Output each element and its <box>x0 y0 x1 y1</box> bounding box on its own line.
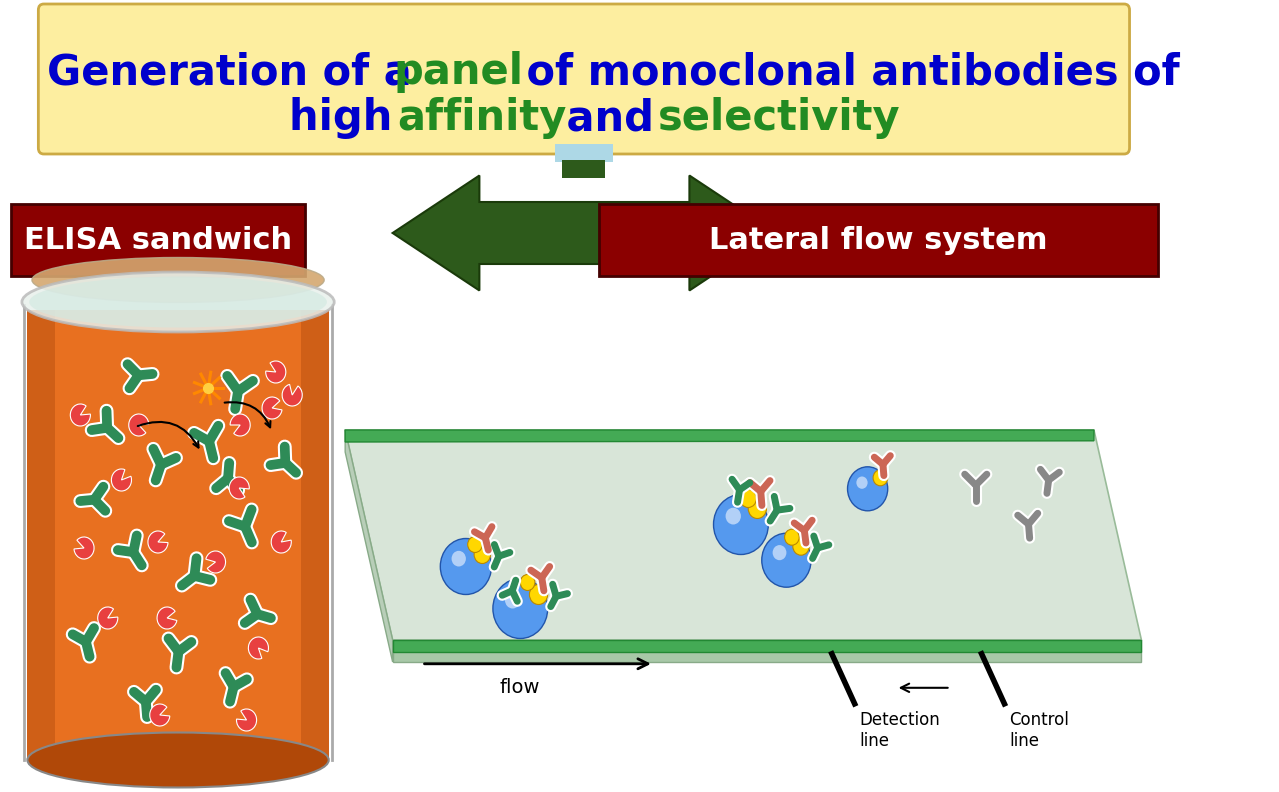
Wedge shape <box>97 607 118 629</box>
Circle shape <box>773 545 787 560</box>
FancyBboxPatch shape <box>302 310 329 760</box>
Circle shape <box>857 477 867 489</box>
Text: Lateral flow system: Lateral flow system <box>709 226 1048 254</box>
Circle shape <box>725 508 741 524</box>
Circle shape <box>714 494 769 554</box>
Text: panel: panel <box>394 51 523 93</box>
Wedge shape <box>70 404 91 426</box>
Circle shape <box>521 574 535 591</box>
Text: Detection
line: Detection line <box>859 710 940 749</box>
Text: affinity: affinity <box>396 97 567 139</box>
Circle shape <box>468 536 482 553</box>
Text: of monoclonal antibodies of: of monoclonal antibodies of <box>512 51 1179 93</box>
Text: Generation of a: Generation of a <box>47 51 426 93</box>
Wedge shape <box>248 637 269 659</box>
Text: ELISA sandwich: ELISA sandwich <box>24 226 292 254</box>
Ellipse shape <box>27 733 329 787</box>
FancyBboxPatch shape <box>12 204 304 276</box>
Wedge shape <box>150 704 170 726</box>
Text: and: and <box>551 97 668 139</box>
Wedge shape <box>266 361 285 383</box>
Circle shape <box>762 533 811 587</box>
Circle shape <box>505 592 521 608</box>
Wedge shape <box>157 607 177 629</box>
Circle shape <box>440 539 491 595</box>
Wedge shape <box>111 469 132 491</box>
Polygon shape <box>345 430 1094 442</box>
Wedge shape <box>271 531 292 553</box>
Wedge shape <box>230 414 251 436</box>
Wedge shape <box>206 551 225 573</box>
FancyBboxPatch shape <box>38 4 1129 154</box>
Text: flow: flow <box>499 678 540 697</box>
Polygon shape <box>393 176 776 291</box>
Text: selectivity: selectivity <box>657 97 900 139</box>
Wedge shape <box>74 537 95 559</box>
FancyBboxPatch shape <box>563 160 605 178</box>
FancyBboxPatch shape <box>27 310 55 760</box>
Circle shape <box>492 578 547 638</box>
Ellipse shape <box>22 272 334 332</box>
Circle shape <box>793 537 810 555</box>
Circle shape <box>451 550 466 566</box>
Circle shape <box>784 529 799 545</box>
Circle shape <box>848 466 888 511</box>
Wedge shape <box>148 531 168 553</box>
Circle shape <box>475 546 491 563</box>
Text: high: high <box>289 97 407 139</box>
FancyBboxPatch shape <box>599 204 1157 276</box>
Circle shape <box>874 470 888 485</box>
Circle shape <box>748 498 766 519</box>
FancyBboxPatch shape <box>27 310 329 760</box>
Polygon shape <box>393 640 1141 652</box>
Wedge shape <box>237 709 257 731</box>
Wedge shape <box>129 414 148 436</box>
Polygon shape <box>345 430 1141 640</box>
Wedge shape <box>229 477 249 499</box>
Polygon shape <box>345 430 393 662</box>
Circle shape <box>741 489 756 508</box>
Ellipse shape <box>32 257 324 303</box>
Polygon shape <box>393 640 1141 662</box>
Wedge shape <box>283 384 302 406</box>
Text: Control
line: Control line <box>1009 710 1069 749</box>
Wedge shape <box>262 397 281 419</box>
Ellipse shape <box>29 276 327 328</box>
FancyBboxPatch shape <box>555 144 613 162</box>
Circle shape <box>530 584 547 604</box>
